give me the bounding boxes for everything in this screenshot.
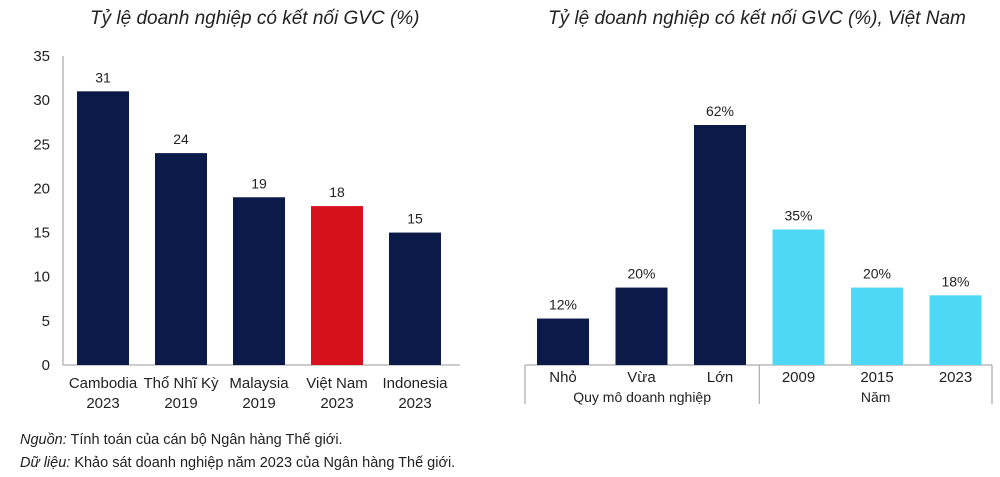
left-y-tick-label: 20 [33,180,50,197]
source-text: Tính toán của cán bộ Ngân hàng Thế giới. [66,432,343,448]
right-bar [772,229,825,365]
left-x-tick-label-year: 2023 [86,395,119,412]
left-y-tick-label: 10 [33,269,50,286]
right-bar-value-label: 12% [549,297,577,313]
right-bar-value-label: 20% [627,266,655,282]
data-text: Khảo sát doanh nghiệp năm 2023 của Ngân … [70,455,456,471]
left-x-tick-label-year: 2019 [164,395,197,412]
right-x-tick-label: Vừa [627,369,656,386]
right-x-tick-label: 2015 [860,369,893,386]
left-bar [389,232,441,365]
right-x-tick-label: Nhỏ [549,369,577,386]
left-x-tick-label: Indonesia [382,375,448,392]
charts-canvas: 0 5 10 15 20 25 30 35 31 Cambodia 2023 24 Thổ Nhĩ Kỳ… [33,48,993,412]
left-y-tick-label: 5 [42,313,50,330]
right-bar-value-label: 62% [706,103,734,119]
left-x-tick-label-year: 2019 [242,395,275,412]
left-y-tick-label: 0 [42,357,50,374]
source-note: Nguồn: Tính toán của cán bộ Ngân hàng Th… [20,432,343,448]
right-group-label: Năm [861,389,891,405]
right-bar [851,287,903,365]
left-x-tick-label-year: 2023 [320,395,353,412]
right-bar [694,125,746,365]
left-y-tick-label: 25 [33,136,50,153]
right-bar-value-label: 18% [941,273,969,289]
left-bar [77,91,129,366]
left-y-tick-label: 30 [33,92,50,109]
left-x-tick-label-year: 2023 [398,395,431,412]
left-y-tick-label: 15 [33,225,50,242]
data-note: Dữ liệu: Khảo sát doanh nghiệp năm 2023 … [20,455,455,471]
right-bar [537,318,589,365]
right-bar-value-label: 20% [863,266,891,282]
left-bar-value-label: 15 [407,211,423,227]
left-bar [233,197,285,365]
right-chart-title: Tỷ lệ doanh nghiệp có kết nối GVC (%), V… [548,8,966,29]
right-bar [929,295,982,365]
left-bar-value-label: 24 [173,131,189,147]
left-bar-value-label: 19 [251,175,267,191]
data-label: Dữ liệu: [20,455,71,471]
left-bar [155,153,207,365]
right-bar-value-label: 35% [784,208,812,224]
left-x-tick-label: Cambodia [69,375,138,392]
right-bar [615,287,668,365]
left-chart-title: Tỷ lệ doanh nghiệp có kết nối GVC (%) [90,8,420,29]
left-x-tick-label: Malaysia [229,375,289,392]
left-bar-value-label: 18 [329,184,345,200]
right-group-label: Quy mô doanh nghiệp [573,389,711,405]
right-x-tick-label: 2023 [939,369,972,386]
left-y-tick-label: 35 [33,48,50,65]
left-bar [311,206,363,365]
left-x-tick-label: Thổ Nhĩ Kỳ [143,375,219,392]
right-x-tick-label: 2009 [782,369,815,386]
left-x-tick-label: Việt Nam [306,375,367,392]
right-x-tick-label: Lớn [707,369,734,386]
left-bar-value-label: 31 [95,69,111,85]
source-label: Nguồn: [20,432,67,448]
